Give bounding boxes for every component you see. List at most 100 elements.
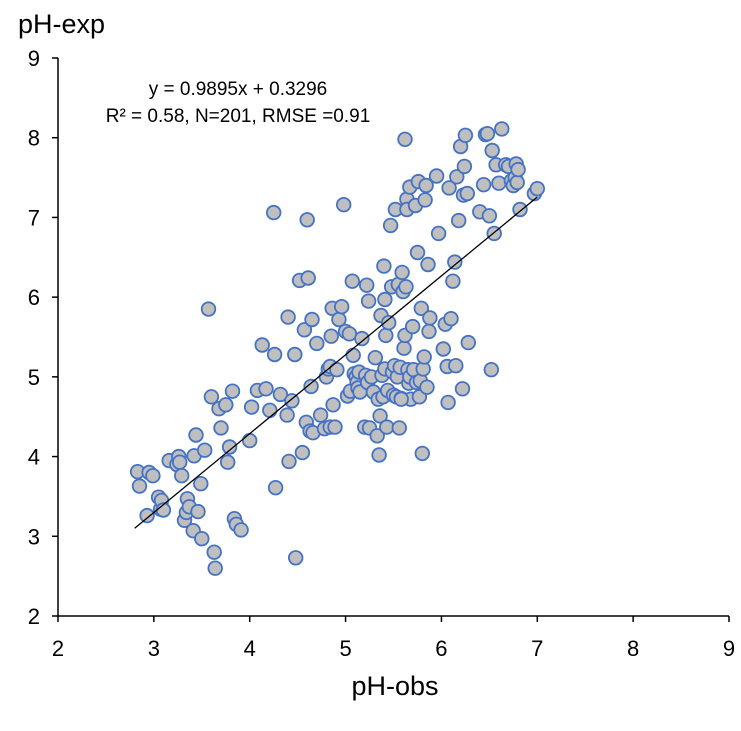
data-point bbox=[221, 439, 238, 455]
data-point bbox=[494, 121, 510, 137]
data-point bbox=[430, 225, 447, 242]
data-point bbox=[413, 300, 430, 317]
data-point bbox=[344, 273, 361, 289]
data-point bbox=[196, 442, 213, 458]
data-point bbox=[193, 476, 209, 492]
data-point bbox=[447, 254, 463, 270]
data-points bbox=[129, 121, 546, 576]
data-point bbox=[243, 399, 260, 415]
data-point bbox=[336, 196, 352, 213]
x-tick-label: 5 bbox=[339, 636, 351, 661]
data-point bbox=[312, 407, 329, 423]
data-point bbox=[280, 309, 296, 325]
data-point bbox=[188, 427, 204, 443]
data-point bbox=[334, 299, 350, 315]
data-point bbox=[376, 258, 392, 274]
trendline bbox=[134, 196, 538, 529]
x-tick-label: 3 bbox=[148, 636, 160, 661]
data-point bbox=[329, 362, 345, 378]
data-point bbox=[459, 185, 476, 202]
data-point bbox=[131, 478, 148, 494]
data-point bbox=[213, 420, 229, 436]
data-point bbox=[449, 169, 465, 185]
data-point bbox=[448, 358, 464, 374]
data-point bbox=[491, 175, 507, 191]
data-point bbox=[354, 330, 370, 347]
data-point bbox=[421, 323, 437, 340]
data-point bbox=[303, 378, 319, 395]
axes: 2 3 4 5 6 7 8 9 2 3 4 5 6 7 8 9 bbox=[28, 46, 735, 661]
data-point bbox=[418, 177, 434, 194]
data-point bbox=[190, 503, 206, 520]
data-point bbox=[445, 273, 461, 289]
data-point bbox=[512, 201, 528, 218]
data-point bbox=[454, 381, 471, 397]
y-tick-label: 5 bbox=[28, 365, 40, 390]
data-point bbox=[381, 315, 397, 331]
data-point bbox=[379, 419, 395, 435]
y-tick-label: 9 bbox=[28, 46, 40, 71]
data-point bbox=[287, 346, 303, 363]
y-tick-label: 7 bbox=[28, 205, 40, 230]
data-point bbox=[393, 391, 409, 407]
data-point bbox=[398, 279, 414, 295]
regression-stats: R² = 0.58, N=201, RMSE =0.91 bbox=[106, 106, 371, 127]
data-point bbox=[279, 407, 295, 423]
data-point bbox=[200, 301, 217, 317]
data-point bbox=[304, 311, 320, 328]
data-point bbox=[254, 337, 270, 353]
data-point bbox=[509, 174, 525, 191]
data-point bbox=[369, 428, 385, 444]
data-point bbox=[441, 180, 457, 196]
data-point bbox=[391, 420, 408, 436]
data-point bbox=[359, 277, 375, 293]
data-point bbox=[443, 311, 459, 327]
data-point bbox=[367, 350, 384, 366]
data-point bbox=[294, 444, 311, 461]
data-point bbox=[451, 212, 467, 229]
x-axis-title: pH-obs bbox=[351, 671, 438, 701]
x-tick-label: 2 bbox=[52, 636, 64, 661]
data-point bbox=[145, 468, 161, 484]
data-point bbox=[299, 212, 315, 228]
x-tick-label: 9 bbox=[723, 636, 735, 661]
data-point bbox=[203, 389, 220, 405]
data-point bbox=[483, 362, 500, 378]
data-point bbox=[377, 291, 393, 308]
data-point bbox=[284, 393, 300, 409]
data-point bbox=[529, 180, 546, 197]
data-point bbox=[224, 383, 241, 399]
data-point bbox=[409, 244, 426, 261]
data-point bbox=[378, 327, 394, 344]
data-point bbox=[481, 208, 498, 224]
data-point bbox=[435, 341, 452, 357]
data-point bbox=[475, 176, 492, 193]
x-tick-label: 6 bbox=[435, 636, 447, 661]
data-point bbox=[360, 293, 377, 309]
data-point bbox=[207, 560, 223, 576]
data-point bbox=[206, 544, 222, 560]
data-point bbox=[371, 447, 387, 463]
x-tick-label: 4 bbox=[244, 636, 256, 661]
data-point bbox=[327, 419, 343, 435]
data-point bbox=[267, 480, 284, 496]
data-point bbox=[325, 397, 341, 413]
data-point bbox=[484, 142, 500, 159]
data-point bbox=[139, 507, 155, 524]
data-point bbox=[323, 328, 339, 344]
data-point bbox=[417, 192, 433, 208]
regression-equation: y = 0.9895x + 0.3296 bbox=[149, 79, 328, 100]
data-point bbox=[416, 349, 432, 365]
data-point bbox=[510, 161, 526, 178]
x-tick-label: 8 bbox=[627, 636, 639, 661]
y-axis-title: pH-exp bbox=[18, 9, 105, 39]
data-point bbox=[173, 468, 190, 484]
data-point bbox=[288, 550, 304, 566]
data-point bbox=[341, 326, 358, 342]
data-point bbox=[396, 340, 412, 356]
data-point bbox=[281, 453, 297, 470]
y-tick-label: 3 bbox=[28, 524, 40, 549]
data-point bbox=[397, 131, 413, 148]
data-point bbox=[218, 397, 234, 413]
